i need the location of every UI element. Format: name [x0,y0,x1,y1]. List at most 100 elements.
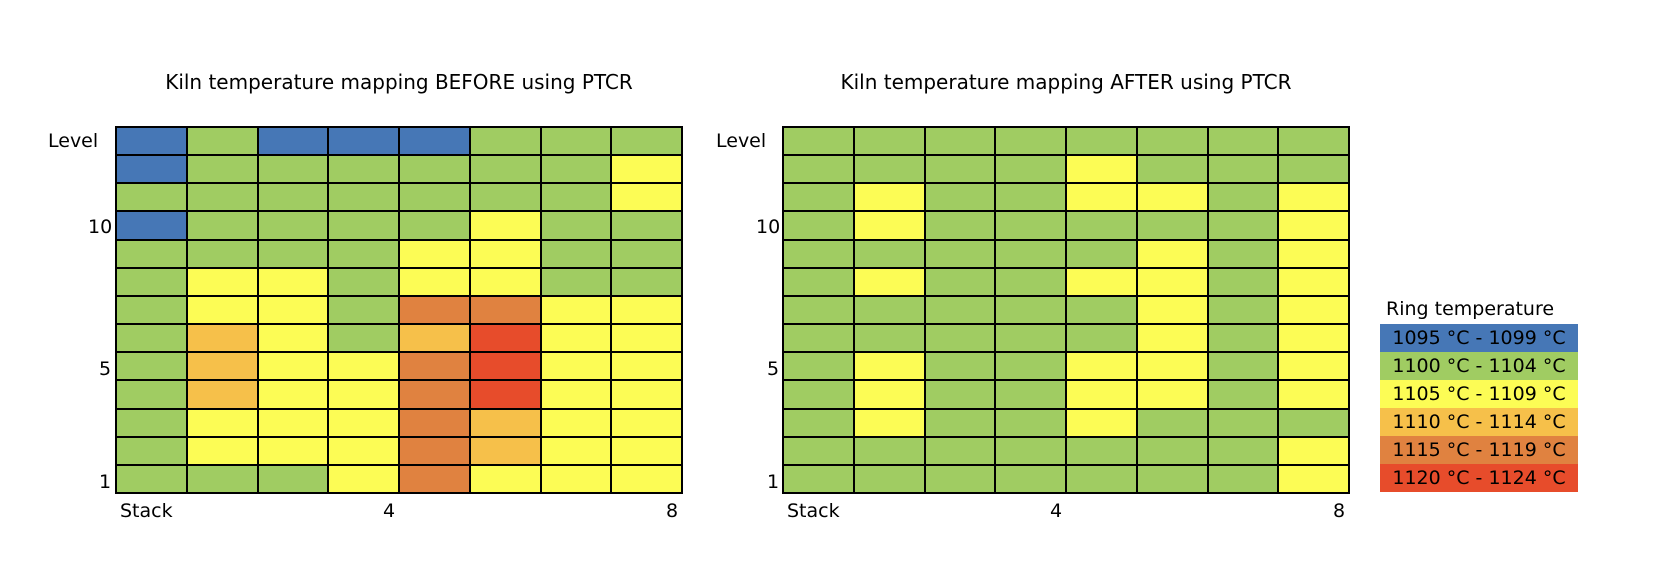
heatmap-cell-before-level-2-stack-4 [329,437,398,464]
heatmap-cell-after-level-3-stack-5 [1067,409,1136,436]
legend-item-3: 1110 °C - 1114 °C [1380,408,1578,436]
legend-item-5: 1120 °C - 1124 °C [1380,464,1578,492]
heatmap-cell-after-level-13-stack-6 [1137,128,1207,155]
heatmap-cell-before-level-13-stack-3 [258,128,328,155]
x-axis-label-before: Stack [120,500,173,522]
heatmap-cell-before-level-9-stack-6 [470,240,540,267]
heatmap-cell-before-level-2-stack-5 [400,437,469,464]
heatmap-cell-before-level-5-stack-8 [612,353,681,380]
heatmap-cell-after-level-4-stack-1 [784,381,853,408]
x-tick-4-after: 4 [1050,500,1063,522]
heatmap-cell-before-level-3-stack-3 [258,409,328,436]
heatmap-cell-after-level-6-stack-2 [854,325,924,352]
heatmap-cell-after-level-4-stack-5 [1067,381,1136,408]
heatmap-cell-before-level-7-stack-5 [400,296,469,324]
heatmap-cell-after-level-11-stack-7 [1208,184,1278,211]
heatmap-cell-before-level-10-stack-2 [187,212,257,239]
heatmap-cell-after-level-1-stack-3 [925,465,995,492]
heatmap-cell-after-level-7-stack-2 [854,296,924,324]
heatmap-cell-before-level-11-stack-7 [541,184,611,211]
heatmap-cell-after-level-3-stack-1 [784,409,853,436]
heatmap-cell-after-level-8-stack-6 [1137,268,1207,295]
heatmap-cell-after-level-5-stack-3 [925,353,995,380]
heatmap-cell-before-level-12-stack-1 [117,156,186,183]
heatmap-cell-after-level-8-stack-4 [996,268,1065,295]
heatmap-cell-after-level-9-stack-5 [1067,240,1136,267]
heatmap-cell-before-level-5-stack-1 [117,353,186,380]
heatmap-cell-after-level-8-stack-8 [1279,268,1348,295]
heatmap-cell-before-level-5-stack-2 [187,353,257,380]
legend-item-4: 1115 °C - 1119 °C [1380,436,1578,464]
heatmap-cell-after-level-12-stack-3 [925,156,995,183]
heatmap-cell-before-level-12-stack-5 [400,156,469,183]
heatmap-cell-after-level-10-stack-4 [996,212,1065,239]
heatmap-cell-after-level-3-stack-4 [996,409,1065,436]
heatmap-cell-before-level-8-stack-8 [612,268,681,295]
chart-title-before: Kiln temperature mapping BEFORE using PT… [165,70,633,94]
heatmap-cell-before-level-6-stack-5 [400,325,469,352]
heatmap-cell-before-level-7-stack-8 [612,296,681,324]
heatmap-cell-before-level-7-stack-4 [329,296,398,324]
heatmap-cell-before-level-5-stack-7 [541,353,611,380]
y-tick-10-after: 10 [756,216,781,238]
heatmap-cell-before-level-6-stack-6 [470,325,540,352]
heatmap-cell-after-level-10-stack-2 [854,212,924,239]
heatmap-cell-after-level-7-stack-1 [784,296,853,324]
heatmap-cell-after-level-8-stack-5 [1067,268,1136,295]
heatmap-cell-before-level-4-stack-2 [187,381,257,408]
heatmap-cell-before-level-4-stack-8 [612,381,681,408]
heatmap-cell-before-level-10-stack-1 [117,212,186,239]
heatmap-cell-after-level-10-stack-1 [784,212,853,239]
y-tick-1-before: 1 [99,471,112,493]
heatmap-cell-before-level-2-stack-1 [117,437,186,464]
heatmap-cell-before-level-8-stack-6 [470,268,540,295]
heatmap-cell-before-level-11-stack-6 [470,184,540,211]
heatmap-cell-before-level-13-stack-6 [470,128,540,155]
heatmap-cell-after-level-10-stack-7 [1208,212,1278,239]
heatmap-cell-after-level-6-stack-6 [1137,325,1207,352]
heatmap-cell-before-level-5-stack-5 [400,353,469,380]
heatmap-cell-before-level-8-stack-5 [400,268,469,295]
heatmap-cell-before-level-11-stack-5 [400,184,469,211]
x-tick-8-after: 8 [1333,500,1346,522]
heatmap-cell-before-level-11-stack-4 [329,184,398,211]
heatmap-cell-before-level-2-stack-7 [541,437,611,464]
heatmap-cell-before-level-6-stack-3 [258,325,328,352]
heatmap-cell-before-level-2-stack-3 [258,437,328,464]
heatmap-cell-before-level-1-stack-4 [329,465,398,492]
heatmap-cell-before-level-10-stack-3 [258,212,328,239]
heatmap-cell-before-level-3-stack-5 [400,409,469,436]
heatmap-cell-before-level-11-stack-8 [612,184,681,211]
heatmap-cell-after-level-5-stack-4 [996,353,1065,380]
heatmap-cell-after-level-13-stack-2 [854,128,924,155]
heatmap-cell-after-level-13-stack-4 [996,128,1065,155]
heatmap-cell-before-level-1-stack-1 [117,465,186,492]
heatmap-cell-before-level-13-stack-2 [187,128,257,155]
heatmap-cell-after-level-10-stack-5 [1067,212,1136,239]
heatmap-cell-before-level-4-stack-7 [541,381,611,408]
heatmap-cell-after-level-3-stack-7 [1208,409,1278,436]
heatmap-cell-after-level-12-stack-5 [1067,156,1136,183]
heatmap-cell-after-level-4-stack-4 [996,381,1065,408]
heatmap-cell-after-level-2-stack-3 [925,437,995,464]
heatmap-cell-before-level-6-stack-8 [612,325,681,352]
heatmap-cell-after-level-9-stack-6 [1137,240,1207,267]
heatmap-cell-after-level-13-stack-1 [784,128,853,155]
heatmap-cell-after-level-11-stack-5 [1067,184,1136,211]
heatmap-cell-after-level-7-stack-4 [996,296,1065,324]
heatmap-cell-before-level-12-stack-6 [470,156,540,183]
heatmap-cell-after-level-2-stack-8 [1279,437,1348,464]
heatmap-cell-after-level-7-stack-8 [1279,296,1348,324]
heatmap-cell-after-level-1-stack-6 [1137,465,1207,492]
heatmap-cell-after-level-9-stack-3 [925,240,995,267]
heatmap-cell-before-level-8-stack-3 [258,268,328,295]
heatmap-cell-after-level-4-stack-6 [1137,381,1207,408]
heatmap-cell-after-level-12-stack-2 [854,156,924,183]
heatmap-cell-before-level-11-stack-2 [187,184,257,211]
heatmap-cell-after-level-6-stack-8 [1279,325,1348,352]
heatmap-cell-after-level-4-stack-8 [1279,381,1348,408]
heatmap-cell-after-level-11-stack-1 [784,184,853,211]
heatmap-cell-after-level-8-stack-1 [784,268,853,295]
heatmap-cell-before-level-1-stack-6 [470,465,540,492]
heatmap-cell-after-level-4-stack-2 [854,381,924,408]
